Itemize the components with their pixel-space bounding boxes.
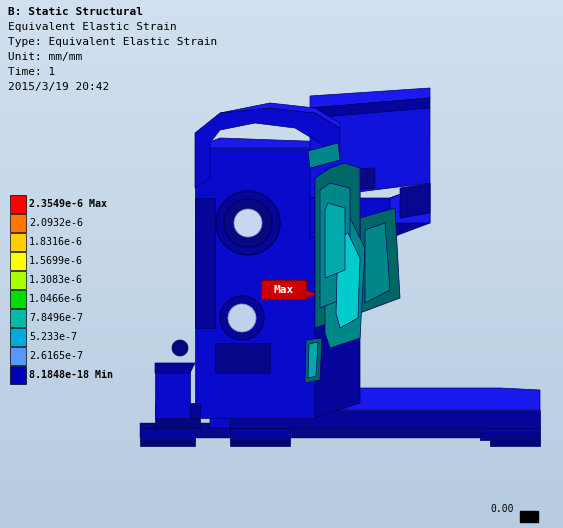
Polygon shape <box>325 203 345 278</box>
Polygon shape <box>155 403 200 418</box>
Polygon shape <box>360 208 400 313</box>
Bar <box>10 271 26 289</box>
Polygon shape <box>315 143 360 418</box>
Bar <box>10 214 26 232</box>
Polygon shape <box>230 440 290 446</box>
Bar <box>10 328 26 346</box>
Text: Max: Max <box>274 285 294 295</box>
Text: Equivalent Elastic Strain: Equivalent Elastic Strain <box>8 22 177 32</box>
Text: 8.1848e-18 Min: 8.1848e-18 Min <box>29 370 113 380</box>
Circle shape <box>172 340 188 356</box>
Text: 1.3083e-6: 1.3083e-6 <box>29 275 83 285</box>
Circle shape <box>228 304 256 332</box>
Polygon shape <box>325 168 375 193</box>
FancyBboxPatch shape <box>261 280 306 299</box>
Polygon shape <box>308 342 318 378</box>
Polygon shape <box>210 388 230 428</box>
Bar <box>10 233 26 251</box>
Polygon shape <box>230 388 540 410</box>
Bar <box>10 309 26 327</box>
Text: 1.0466e-6: 1.0466e-6 <box>29 294 83 304</box>
Polygon shape <box>305 290 316 298</box>
Polygon shape <box>195 148 315 418</box>
Polygon shape <box>155 418 200 428</box>
Polygon shape <box>305 338 322 383</box>
Polygon shape <box>310 98 430 118</box>
Polygon shape <box>320 183 350 308</box>
Bar <box>10 290 26 308</box>
Polygon shape <box>220 103 340 128</box>
Polygon shape <box>195 138 360 148</box>
Polygon shape <box>400 183 430 218</box>
Circle shape <box>224 199 272 247</box>
Text: Unit: mm/mm: Unit: mm/mm <box>8 52 82 62</box>
Polygon shape <box>230 428 290 440</box>
Text: Time: 1: Time: 1 <box>8 67 55 77</box>
Polygon shape <box>310 198 390 238</box>
Text: 1.5699e-6: 1.5699e-6 <box>29 256 83 266</box>
Polygon shape <box>195 108 340 188</box>
Polygon shape <box>230 410 540 428</box>
Circle shape <box>216 191 280 255</box>
Text: 2.6165e-7: 2.6165e-7 <box>29 351 83 361</box>
Polygon shape <box>155 363 195 373</box>
Bar <box>520 511 538 522</box>
Circle shape <box>220 296 264 340</box>
Polygon shape <box>336 233 360 328</box>
Text: 2015/3/19 20:42: 2015/3/19 20:42 <box>8 82 109 92</box>
Polygon shape <box>365 223 390 303</box>
Polygon shape <box>140 428 195 440</box>
Polygon shape <box>480 433 540 440</box>
Text: 2.3549e-6 Max: 2.3549e-6 Max <box>29 199 107 209</box>
Bar <box>10 366 26 384</box>
Polygon shape <box>310 98 430 198</box>
Bar <box>10 252 26 270</box>
Bar <box>10 347 26 365</box>
Polygon shape <box>480 428 540 433</box>
Polygon shape <box>390 183 430 238</box>
Text: 7.8496e-7: 7.8496e-7 <box>29 313 83 323</box>
Polygon shape <box>325 218 365 348</box>
Polygon shape <box>155 368 190 418</box>
Text: 0.00: 0.00 <box>490 504 513 514</box>
Text: B: Static Structural: B: Static Structural <box>8 7 143 17</box>
Text: Type: Equivalent Elastic Strain: Type: Equivalent Elastic Strain <box>8 37 217 47</box>
Polygon shape <box>215 343 270 373</box>
Polygon shape <box>140 423 540 438</box>
Text: 5.233e-7: 5.233e-7 <box>29 332 77 342</box>
Circle shape <box>234 209 262 237</box>
Polygon shape <box>308 143 340 168</box>
Polygon shape <box>490 440 540 446</box>
Polygon shape <box>310 88 430 108</box>
Polygon shape <box>390 183 430 223</box>
Polygon shape <box>315 163 360 328</box>
Polygon shape <box>195 198 215 328</box>
Bar <box>10 195 26 213</box>
Text: 1.8316e-6: 1.8316e-6 <box>29 237 83 247</box>
Polygon shape <box>140 440 195 446</box>
Text: 2.0932e-6: 2.0932e-6 <box>29 218 83 228</box>
